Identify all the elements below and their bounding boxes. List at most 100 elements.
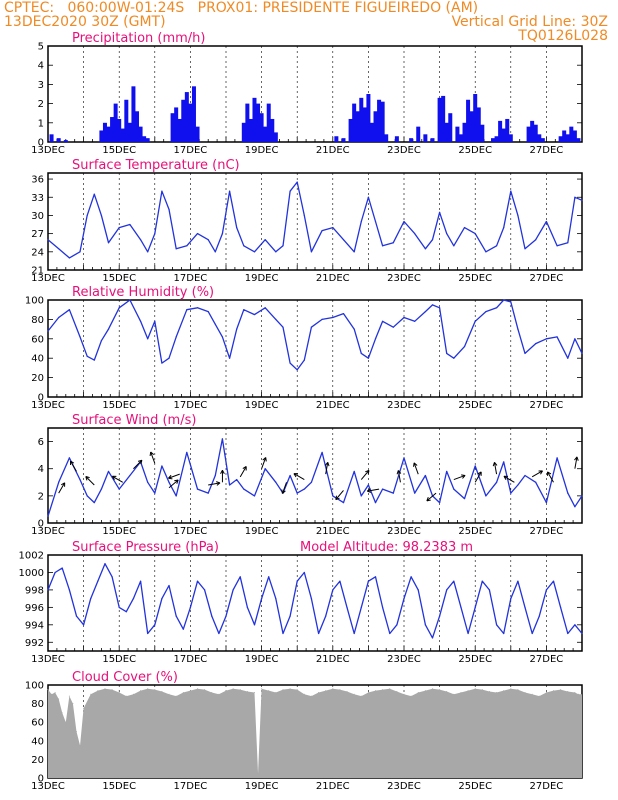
y-tick-label: 40 [31, 354, 44, 365]
series-point [275, 251, 277, 253]
cloud-point [225, 690, 227, 692]
series-point [75, 615, 78, 617]
series-point [296, 580, 298, 582]
precip-bar [181, 99, 186, 142]
series-point [581, 352, 583, 354]
series-point [382, 245, 384, 247]
series-point [282, 326, 284, 328]
series-point [211, 615, 213, 617]
series-point [154, 320, 156, 322]
wind-arrow [85, 476, 95, 486]
series-point [264, 239, 266, 241]
precip-bar [63, 140, 68, 142]
precip-bar [248, 118, 253, 142]
cloud-point [375, 690, 377, 692]
wind-arrow-head [111, 475, 117, 480]
series-point [453, 580, 455, 582]
series-point [382, 320, 384, 322]
cloud-point [339, 689, 341, 691]
x-tick-label: 21DEC [316, 654, 350, 665]
cloud-point [239, 689, 241, 691]
cloud-point [410, 695, 412, 697]
y-tick-label: 20 [31, 373, 44, 384]
wind-arrow [112, 475, 124, 483]
wind-arrow-head [426, 496, 431, 502]
series-point [574, 196, 576, 198]
series-point [414, 320, 416, 322]
series-point [403, 316, 405, 319]
cloud-point [268, 690, 270, 692]
series-point [264, 468, 266, 470]
series-point [243, 309, 245, 311]
series-point [339, 580, 341, 582]
series-point [47, 515, 49, 517]
x-tick-label: 19DEC [245, 400, 279, 411]
cloud-point [140, 690, 142, 692]
wind-arrow [239, 466, 247, 478]
wind-arrow-head [242, 466, 247, 471]
series-point [485, 311, 487, 313]
series-point [186, 451, 188, 454]
wind-arrow [168, 479, 179, 489]
y-tick-label: 1000 [19, 568, 44, 579]
cloud-point [382, 689, 384, 691]
cloud-point [474, 688, 476, 690]
precip-bar [384, 134, 389, 142]
panel-title-5: Cloud Cover (%) [72, 670, 178, 685]
series-point [107, 328, 110, 330]
series-point [524, 248, 526, 250]
series-point [139, 239, 142, 241]
series-point [417, 589, 419, 591]
cloud-point [83, 707, 85, 709]
x-tick-label: 21DEC [316, 400, 350, 411]
wind-arrow-head [366, 488, 372, 493]
precip-bar [480, 124, 485, 142]
series-point [446, 470, 448, 473]
series-point [567, 357, 569, 359]
cloud-point [90, 693, 92, 695]
series-point [367, 484, 369, 486]
series-point [524, 352, 526, 354]
series-point [545, 502, 548, 504]
series-point [403, 220, 405, 223]
wind-arrow [493, 462, 498, 475]
series-point [517, 328, 519, 330]
series-point [524, 606, 526, 608]
wind-arrow-head [396, 470, 402, 475]
cloud-point [496, 691, 498, 693]
cloud-point [68, 695, 70, 697]
cloud-point [79, 744, 81, 746]
cloud-point [189, 690, 191, 692]
series-point [517, 214, 519, 217]
series-point [154, 624, 156, 626]
series-point [161, 362, 163, 364]
x-tick-label: 27DEC [530, 781, 564, 792]
wind-arrow-head [85, 476, 90, 481]
series-point [154, 492, 156, 494]
x-tick-label: 15DEC [102, 526, 136, 537]
wind-arrow [531, 470, 543, 478]
series-point [243, 488, 245, 490]
y-tick-label: 998 [25, 585, 44, 596]
cloud-cover-area [48, 688, 582, 778]
series-point [214, 474, 216, 477]
series-point [214, 323, 216, 325]
y-tick-label: 992 [25, 638, 44, 649]
cloud-point [310, 695, 312, 697]
precip-bar [491, 138, 495, 142]
x-tick-label: 17DEC [174, 273, 208, 284]
precip-bar [142, 136, 147, 142]
precip-bar [466, 99, 471, 142]
series-point [47, 330, 49, 332]
cloud-point [51, 693, 53, 695]
precip-bar [184, 92, 189, 142]
precip-bar [437, 97, 442, 142]
series-point [353, 470, 355, 473]
precip-bar [241, 122, 246, 142]
y-tick-label: 100 [25, 296, 44, 307]
x-tick-label: 13DEC [31, 781, 65, 792]
precip-bar [558, 136, 563, 142]
series-point [581, 632, 583, 635]
series-point [275, 598, 277, 600]
wind-arrow [58, 482, 66, 494]
